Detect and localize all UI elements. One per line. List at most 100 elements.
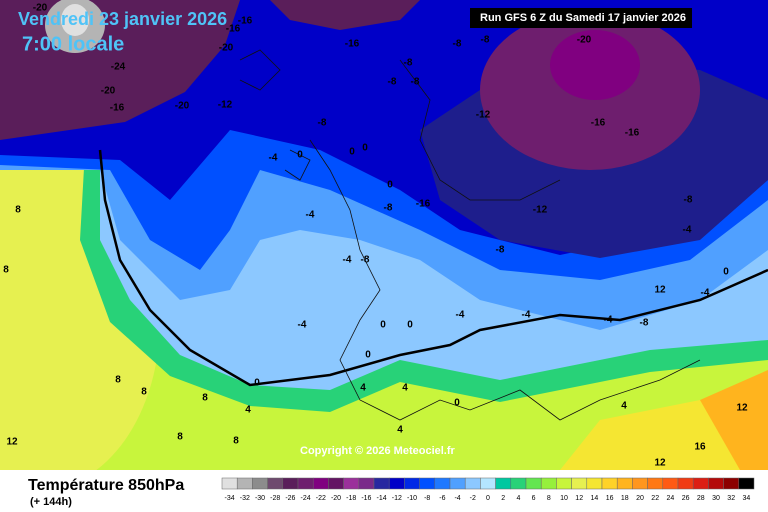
contour-label: -8 bbox=[684, 195, 693, 206]
scale-swatch bbox=[312, 477, 329, 490]
scale-label: 12 bbox=[575, 495, 583, 502]
scale-label: 8 bbox=[547, 495, 551, 502]
scale-swatch bbox=[221, 477, 238, 490]
scale-label: 4 bbox=[516, 495, 520, 502]
contour-label: -20 bbox=[33, 3, 48, 14]
scale-swatch bbox=[495, 477, 512, 490]
contour-label: 8 bbox=[177, 432, 183, 443]
scale-swatch bbox=[358, 477, 375, 490]
contour-label: -4 bbox=[701, 288, 710, 299]
contour-label: -8 bbox=[640, 318, 649, 329]
cold-core bbox=[61, 4, 89, 36]
contour-label: -4 bbox=[343, 255, 352, 266]
contour-label: 12 bbox=[654, 285, 666, 296]
contour-label: -4 bbox=[269, 153, 278, 164]
contour-label: -8 bbox=[453, 39, 462, 50]
legend-title: Température 850hPa bbox=[28, 477, 184, 494]
scale-swatch bbox=[434, 477, 451, 490]
contour-label: 0 bbox=[349, 147, 355, 158]
scale-label: -20 bbox=[331, 495, 341, 502]
contour-label: -12 bbox=[476, 110, 491, 121]
contour-label: 0 bbox=[362, 143, 368, 154]
scale-label: -12 bbox=[392, 495, 402, 502]
scale-label: -2 bbox=[470, 495, 476, 502]
scale-swatch bbox=[404, 477, 420, 490]
contour-label: -16 bbox=[625, 128, 640, 139]
scale-swatch bbox=[282, 477, 299, 490]
scale-label: -32 bbox=[240, 495, 250, 502]
contour-label: 0 bbox=[723, 267, 729, 278]
contour-label: 0 bbox=[454, 398, 460, 409]
scale-label: -10 bbox=[407, 495, 417, 502]
run-box bbox=[470, 8, 692, 28]
contour-label: -8 bbox=[388, 77, 397, 88]
scale-label: 28 bbox=[697, 495, 705, 502]
contour-label: 0 bbox=[407, 320, 413, 331]
scale-label: 24 bbox=[667, 495, 675, 502]
scale-swatch bbox=[692, 477, 709, 490]
scale-swatch bbox=[267, 477, 284, 490]
contour-label: -20 bbox=[101, 86, 116, 97]
scale-swatch bbox=[328, 477, 344, 490]
contour-label: 8 bbox=[15, 205, 21, 216]
contour-label: -4 bbox=[298, 320, 307, 331]
contour-label: -16 bbox=[591, 118, 606, 129]
scale-label: -22 bbox=[316, 495, 326, 502]
contour-label: -8 bbox=[481, 35, 490, 46]
scale-swatch bbox=[419, 477, 436, 490]
scale-label: 32 bbox=[727, 495, 735, 502]
contour-label: 4 bbox=[245, 405, 251, 416]
scale-swatch bbox=[373, 477, 390, 490]
scale-label: -8 bbox=[424, 495, 430, 502]
scale-label: 6 bbox=[532, 495, 536, 502]
contour-label: -24 bbox=[111, 62, 126, 73]
contour-label: 0 bbox=[365, 350, 371, 361]
scale-swatch bbox=[464, 477, 481, 490]
scale-label: -34 bbox=[225, 495, 235, 502]
contour-label: -8 bbox=[384, 203, 393, 214]
contour-label: -8 bbox=[318, 118, 327, 129]
scale-label: 18 bbox=[621, 495, 629, 502]
scale-swatch bbox=[738, 477, 755, 490]
contour-label: 8 bbox=[3, 265, 9, 276]
scale-swatch bbox=[708, 477, 724, 490]
contour-label: -20 bbox=[175, 101, 190, 112]
contour-label: -20 bbox=[577, 35, 592, 46]
scale-swatch bbox=[616, 477, 633, 490]
contour-label: 0 bbox=[254, 378, 260, 389]
contour-label: -8 bbox=[411, 77, 420, 88]
legend-lead: (+ 144h) bbox=[30, 496, 72, 508]
scale-swatch bbox=[297, 477, 314, 490]
contour-label: -8 bbox=[361, 255, 370, 266]
contour-label: 16 bbox=[694, 442, 706, 453]
copyright: Copyright © 2026 Meteociel.fr bbox=[300, 445, 456, 457]
scale-label: -24 bbox=[301, 495, 311, 502]
scale-label: 16 bbox=[606, 495, 614, 502]
scale-swatch bbox=[236, 477, 253, 490]
scale-swatch bbox=[540, 477, 557, 490]
scale-swatch bbox=[480, 477, 496, 490]
scale-swatch bbox=[601, 477, 618, 490]
contour-label: -16 bbox=[345, 39, 360, 50]
scale-label: 30 bbox=[712, 495, 720, 502]
contour-label: 0 bbox=[380, 320, 386, 331]
scale-label: -14 bbox=[377, 495, 387, 502]
coastlines bbox=[239, 49, 701, 421]
contour-label: -4 bbox=[306, 210, 315, 221]
contour-label: -16 bbox=[226, 24, 241, 35]
contour-label: -4 bbox=[604, 315, 613, 326]
scale-swatch bbox=[632, 477, 648, 490]
contour-label: 4 bbox=[621, 401, 627, 412]
scale-swatch bbox=[647, 477, 664, 490]
scale-label: -28 bbox=[270, 495, 280, 502]
cold-core bbox=[550, 30, 640, 100]
scale-swatch bbox=[449, 477, 466, 490]
time: 7:00 locale bbox=[22, 33, 124, 55]
zero-isotherm bbox=[98, 149, 768, 387]
contour-label: 8 bbox=[115, 375, 121, 386]
contour-label: 0 bbox=[387, 180, 393, 191]
scale-label: -6 bbox=[439, 495, 445, 502]
scale-label: 2 bbox=[501, 495, 505, 502]
contour-label: 4 bbox=[402, 383, 408, 394]
